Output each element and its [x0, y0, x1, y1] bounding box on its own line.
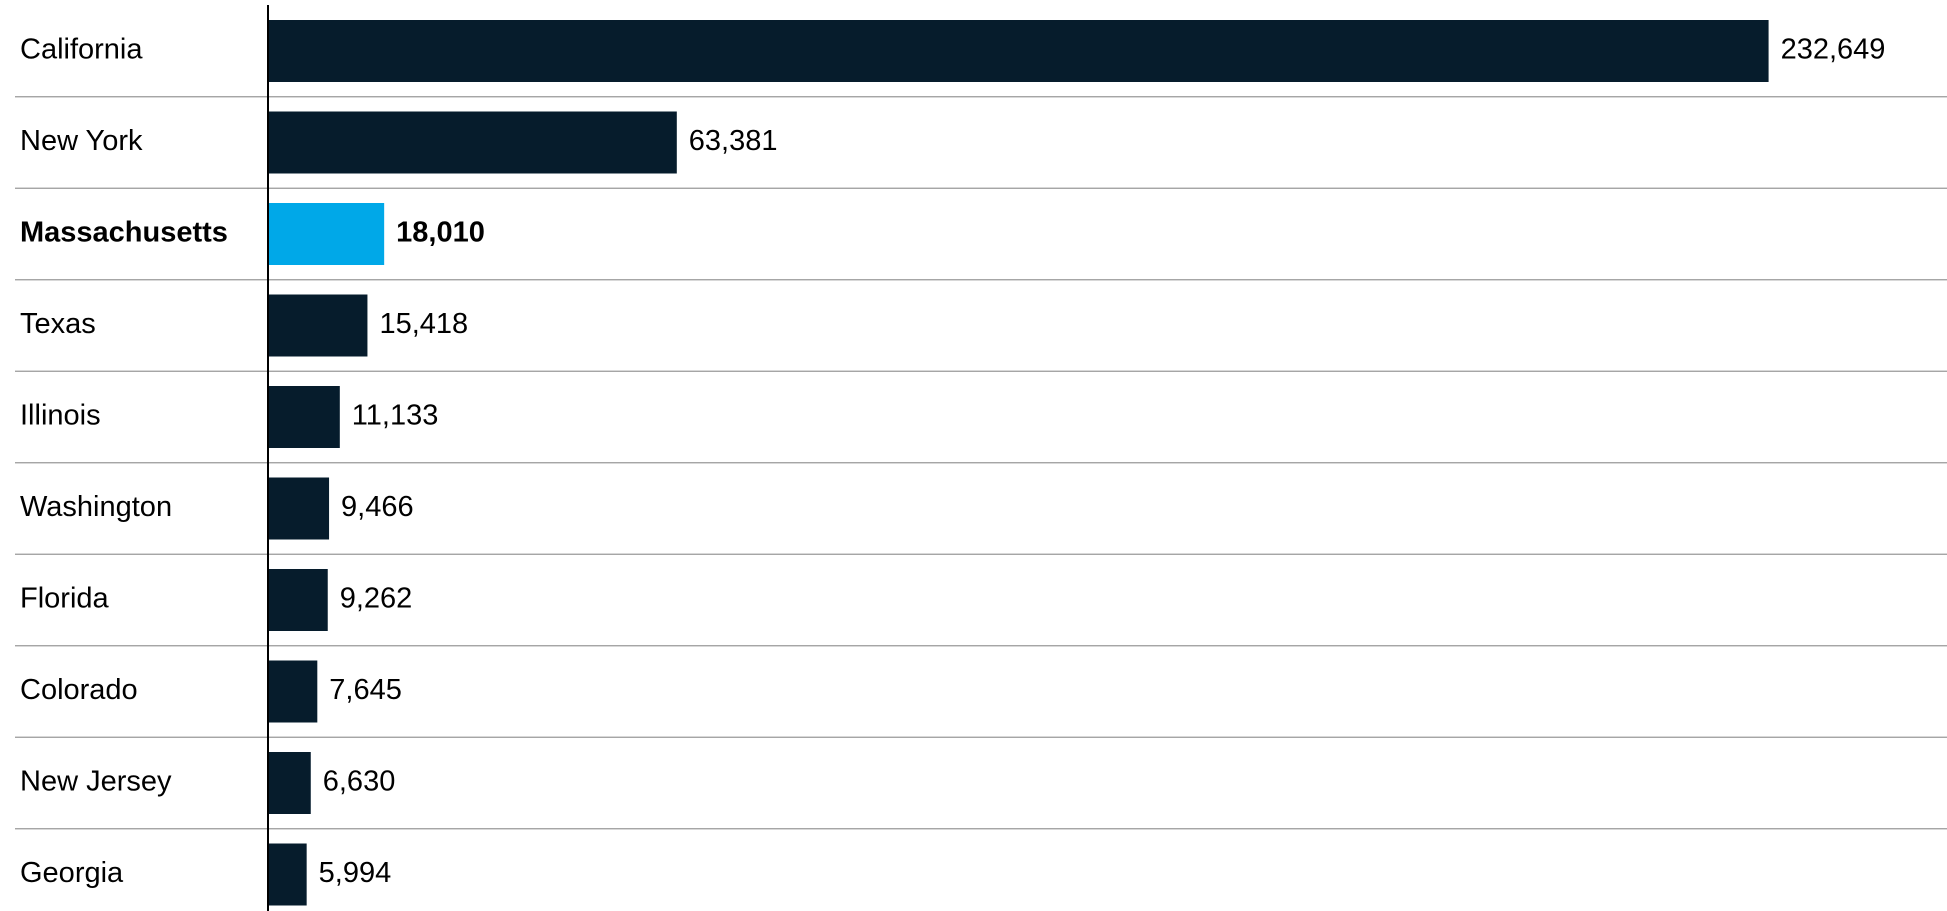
category-label: Illinois: [20, 400, 101, 432]
value-label: 11,133: [352, 400, 439, 432]
bar: [268, 294, 368, 357]
bar: [268, 477, 330, 540]
bar: [268, 20, 1769, 82]
value-label: 7,645: [329, 674, 402, 706]
bar: [268, 569, 328, 631]
value-label: 15,418: [379, 308, 468, 340]
bar: [268, 203, 385, 265]
value-label: 232,649: [1781, 34, 1886, 66]
value-label: 6,630: [323, 766, 396, 798]
bar: [268, 660, 318, 723]
category-label: Texas: [20, 308, 96, 340]
category-label: Florida: [20, 583, 110, 615]
value-label: 18,010: [396, 217, 485, 249]
category-label: Colorado: [20, 674, 138, 706]
bar: [268, 752, 311, 814]
category-label: New York: [20, 125, 143, 157]
bar: [268, 386, 340, 448]
category-label: Washington: [20, 491, 172, 523]
category-label: New Jersey: [20, 766, 172, 798]
value-label: 5,994: [319, 857, 392, 889]
category-label: Massachusetts: [20, 217, 228, 249]
bar: [268, 111, 677, 174]
value-label: 63,381: [689, 125, 778, 157]
bar: [268, 843, 307, 906]
category-label: Georgia: [20, 857, 124, 889]
value-label: 9,466: [341, 491, 414, 523]
category-label: California: [20, 34, 143, 66]
value-label: 9,262: [340, 583, 413, 615]
